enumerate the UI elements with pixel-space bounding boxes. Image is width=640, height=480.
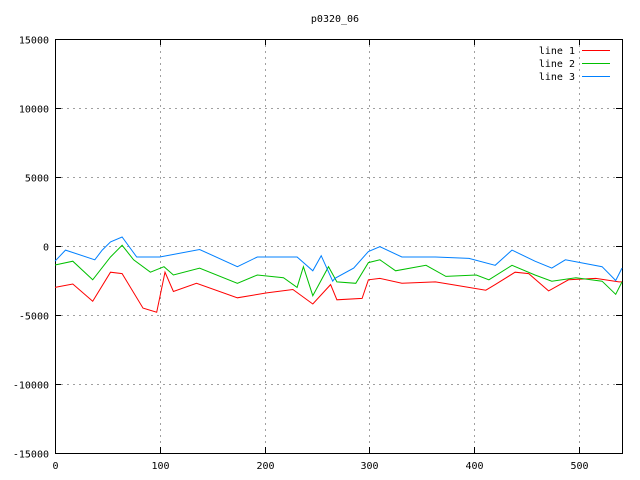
x-tick-label: 500	[570, 461, 588, 472]
legend-label-3: line 3	[539, 72, 575, 83]
series-line-3	[54, 236, 623, 283]
y-tick-label: 10000	[19, 105, 49, 116]
x-tick-label: 0	[52, 461, 58, 472]
plot-border	[55, 39, 623, 454]
x-tick-label: 400	[465, 461, 483, 472]
y-tick-label: 15000	[19, 36, 49, 47]
x-tick-label: 300	[360, 461, 378, 472]
legend-label-1: line 1	[539, 46, 575, 57]
y-tick-label: -10000	[13, 381, 49, 392]
chart-title: p0320_06	[311, 14, 359, 25]
y-tick-label: -15000	[13, 450, 49, 461]
legend-label-2: line 2	[539, 59, 575, 70]
series-line-2	[54, 244, 623, 297]
x-tick-label: 100	[151, 461, 169, 472]
y-tick-label: 0	[43, 243, 49, 254]
y-tick-label: -5000	[19, 312, 49, 323]
x-tick-label: 200	[256, 461, 274, 472]
series-line-1	[54, 270, 622, 313]
y-tick-label: 5000	[25, 174, 49, 185]
